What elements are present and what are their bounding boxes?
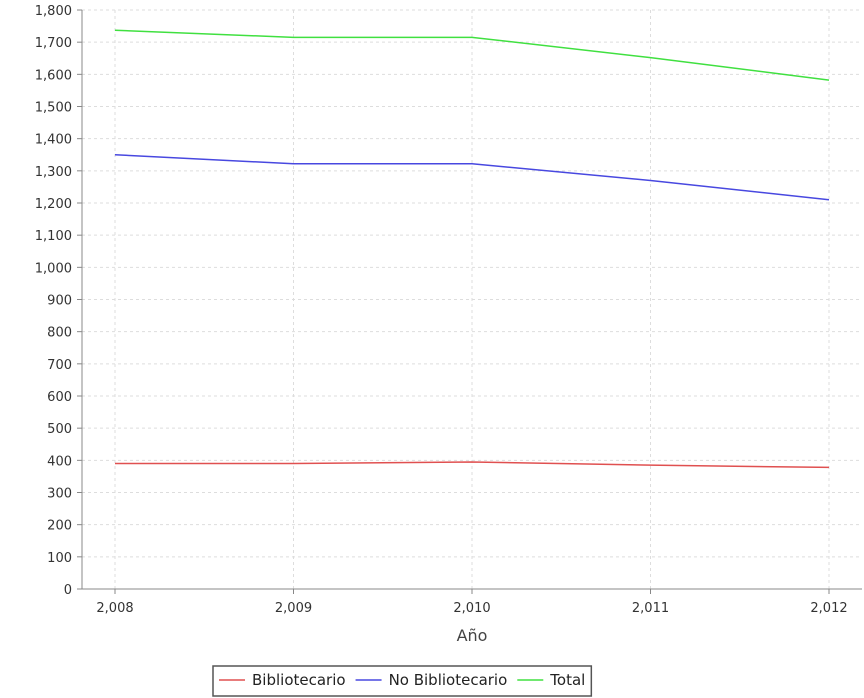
y-tick-label: 1,700 bbox=[35, 36, 72, 51]
y-tick-label: 1,100 bbox=[35, 229, 72, 244]
legend-label: Total bbox=[549, 671, 585, 689]
y-tick-label: 0 bbox=[64, 583, 72, 598]
y-tick-label: 800 bbox=[47, 326, 72, 341]
y-tick-label: 500 bbox=[47, 422, 72, 437]
y-tick-label: 1,800 bbox=[35, 4, 72, 19]
legend: Bibliotecario No Bibliotecario Total bbox=[212, 665, 593, 697]
y-tick-label: 1,200 bbox=[35, 197, 72, 212]
series-lines bbox=[114, 29, 830, 469]
x-tick-label: 2,011 bbox=[632, 601, 669, 616]
axis-ticks: 0 100 200 300 400 500 600 700 800 900 1,000 1,100 1,… bbox=[35, 4, 848, 616]
legend-label: Bibliotecario bbox=[252, 671, 346, 689]
y-tick-label: 400 bbox=[47, 454, 72, 469]
y-tick-label: 1,400 bbox=[35, 133, 72, 148]
x-tick-label: 2,008 bbox=[96, 601, 133, 616]
x-axis-label: Año bbox=[457, 626, 488, 645]
legend-label: No Bibliotecario bbox=[389, 671, 508, 689]
y-tick-label: 900 bbox=[47, 294, 72, 309]
y-tick-label: 1,300 bbox=[35, 165, 72, 180]
y-tick-label: 200 bbox=[47, 519, 72, 534]
y-tick-label: 1,600 bbox=[35, 68, 72, 83]
x-tick-label: 2,010 bbox=[453, 601, 490, 616]
grid-lines bbox=[82, 9, 862, 589]
y-tick-label: 700 bbox=[47, 358, 72, 373]
y-tick-label: 100 bbox=[47, 551, 72, 566]
legend-box bbox=[212, 665, 593, 697]
y-tick-label: 600 bbox=[47, 390, 72, 405]
x-tick-label: 2,012 bbox=[810, 601, 847, 616]
y-tick-label: 1,500 bbox=[35, 101, 72, 116]
y-tick-label: 1,000 bbox=[35, 261, 72, 276]
x-tick-label: 2,009 bbox=[275, 601, 312, 616]
y-tick-label: 300 bbox=[47, 487, 72, 502]
